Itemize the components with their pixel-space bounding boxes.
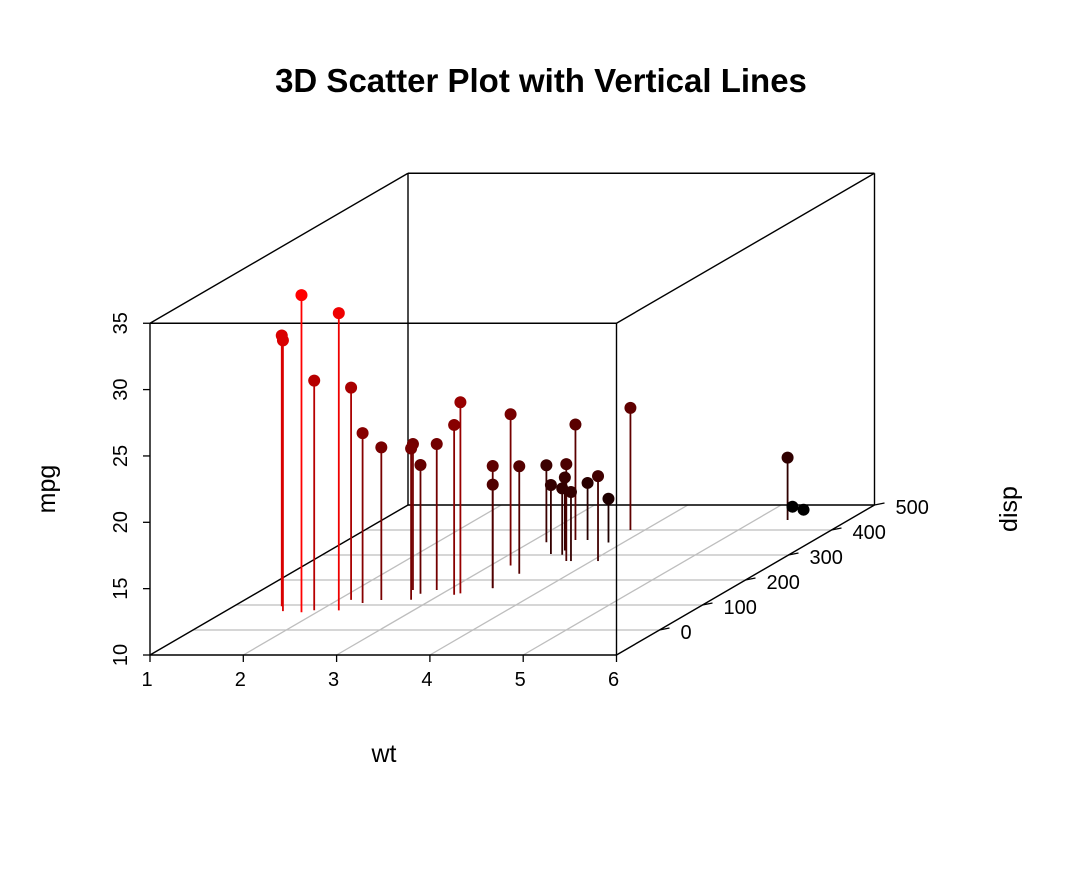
x-tick-label: 5 [515,669,526,691]
data-point [332,307,345,320]
data-point [560,458,573,471]
data-point [356,427,369,440]
z-tick-label: 20 [110,511,132,533]
x-tick-label: 2 [235,669,246,691]
data-points [275,289,810,516]
data-point [486,460,499,473]
data-point [454,396,467,409]
x-tick-label: 6 [608,669,619,691]
y-tick-mark [788,552,799,556]
data-point [375,441,388,454]
data-point [569,418,582,431]
z-axis-label: mpg [33,465,61,514]
data-point [308,374,321,387]
y-tick-mark [745,577,756,581]
x-tick-label: 4 [421,669,432,691]
box-edge [616,172,875,324]
vertical-lines [280,295,805,613]
z-tick-label: 35 [110,312,132,334]
chart-title: 3D Scatter Plot with Vertical Lines [275,62,807,99]
x-tick-label: 3 [328,669,339,691]
data-point [504,408,517,421]
data-point [581,476,594,489]
data-point [405,442,418,455]
data-point [345,381,358,394]
tick-labels: 1 2 3 4 5 6 10 15 20 25 30 35 0 100 200 300 400 500 [110,312,929,691]
data-point [624,401,637,414]
data-point [276,334,289,347]
box-edge [149,504,409,656]
y-tick-mark [874,502,885,506]
z-tick-label: 25 [110,445,132,467]
data-point [540,459,553,472]
y-tick-label: 400 [853,522,886,544]
z-tick-label: 15 [110,578,132,600]
data-point [797,503,810,516]
plot-box [149,172,876,656]
y-tick-mark [659,627,670,631]
y-tick-label: 100 [724,597,757,619]
data-point [414,459,427,472]
y-tick-label: 0 [681,622,692,644]
y-tick-mark [702,602,713,606]
y-tick-label: 300 [810,547,843,569]
y-axis-label: disp [995,486,1023,532]
x-axis-label: wt [371,740,397,768]
z-tick-label: 30 [110,378,132,400]
data-point [602,492,615,505]
data-point [558,471,571,484]
y-tick-mark [831,527,842,531]
data-point [295,289,308,302]
data-point [486,478,499,491]
y-tick-label: 500 [896,497,929,519]
data-point [786,500,799,513]
data-point [430,438,443,451]
y-tick-label: 200 [767,572,800,594]
data-point [513,460,526,473]
x-tick-label: 1 [141,669,152,691]
data-point [781,451,794,464]
z-tick-label: 10 [110,644,132,666]
data-point [448,418,461,431]
data-point [564,486,577,499]
data-point [544,478,557,491]
box-edge [149,172,409,324]
data-point [592,470,605,483]
